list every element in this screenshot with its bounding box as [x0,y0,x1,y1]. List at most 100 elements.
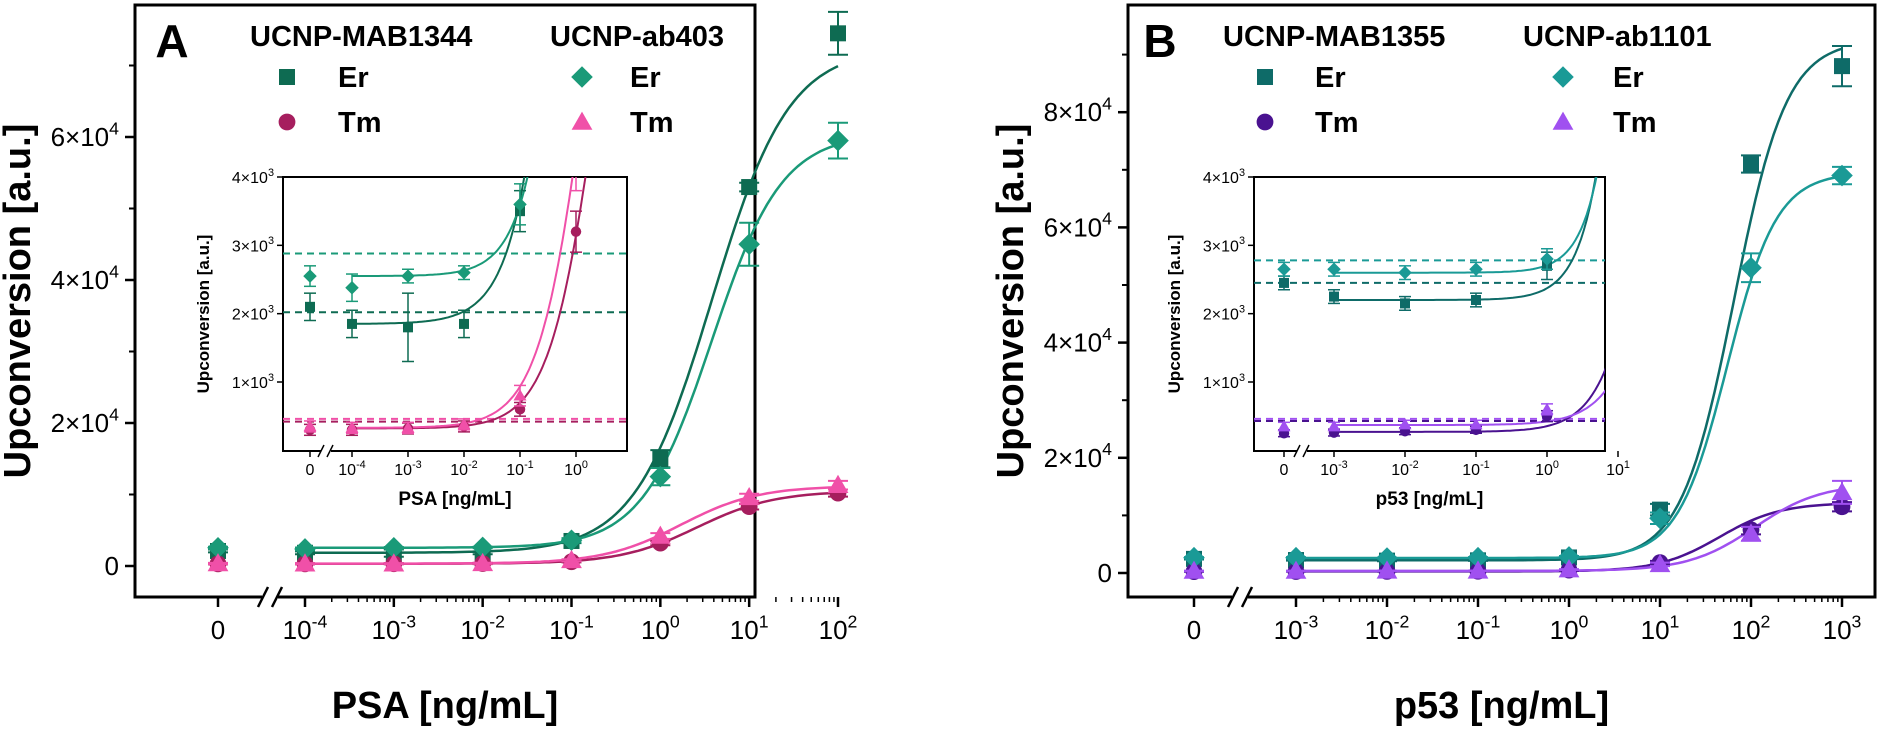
inset-x-tick-label-base: 10 [564,462,582,479]
y-axis-title: Upconversion [a.u.] [0,124,39,479]
legend-label: Er [338,62,369,94]
data-point [830,25,846,42]
x-tick-label-base: 10 [1732,615,1761,645]
inset-fit-curve [352,177,574,429]
inset-y-tick-label-base: 2×10 [1203,307,1239,324]
x-tick-label-base: 10 [1365,615,1394,645]
legend-label: Tm [338,107,382,139]
inset-data-point [345,421,359,433]
inset-x-tick-label-base: 10 [1462,462,1480,479]
legend-marker [279,69,295,85]
axis-break-mark [1226,586,1240,608]
inset-data-point [570,157,583,168]
legend-group-title: UCNP-MAB1344 [250,21,472,53]
inset-x-tick-label: 0 [306,462,315,479]
data-point [1831,481,1853,501]
inset-plot-area [1254,177,1605,439]
data-point [383,536,405,559]
data-point [827,129,849,152]
inset-x-tick-label-sup: -1 [524,459,534,471]
legend-marker [1552,66,1574,88]
y-tick-label-sup: 4 [1102,324,1112,344]
inset-x-tick-label: 10-1 [506,459,533,479]
x-tick-label-sup: -4 [312,611,328,631]
inset-x-tick-label-base: 0 [1280,462,1289,479]
x-tick-label-base: 10 [549,615,578,645]
inset-x-axis-title: PSA [ng/mL] [398,489,511,510]
x-tick-label-base: 10 [1456,615,1485,645]
legend-marker [1257,69,1273,85]
inset-y-tick-label: 1×103 [232,372,274,392]
inset-data-point [1277,419,1291,432]
x-tick-label-sup: -2 [1394,611,1410,631]
inset-x-tick-label: 0 [1280,462,1289,479]
x-tick-label: 10-1 [549,611,594,645]
inset-chart: 0 10-3 10-2 10-1 100 1011×1032×1033×1034×103p… [1165,167,1630,510]
inset-y-tick-label-sup: 3 [268,303,274,315]
x-tick-label-sup: -3 [400,611,416,631]
inset-break-mask [1297,443,1307,459]
inset-x-tick-label-sup: 0 [582,459,588,471]
x-axis-title: PSA [ng/mL] [332,685,559,727]
x-tick-label-base: 10 [1274,615,1303,645]
inset-x-tick-label-base: 10 [450,462,468,479]
inset-data-point [1469,262,1483,276]
inset-y-axis-title: Upconversion [a.u.] [194,235,213,394]
panel-label: B [1143,15,1176,67]
inset-data-point [570,226,582,237]
x-tick-label: 102 [819,611,858,645]
x-tick-label: 10-3 [372,611,417,645]
data-point [1285,560,1307,579]
inset-x-tick-label: 10-2 [450,459,477,479]
x-tick-label: 103 [1823,611,1862,645]
inset-fit-curve [1334,367,1605,433]
inset-chart: 0 10-4 10-3 10-2 10-1 1001×1032×1033×1034×103… [194,157,628,510]
inset-fit-curve [1334,177,1597,301]
inset-y-tick-label-base: 3×10 [1203,238,1239,255]
axis-break-mask [262,585,278,609]
inset-y-tick-label-base: 2×10 [232,307,268,324]
inset-y-tick-label: 3×103 [232,235,274,255]
y-tick-label-base: 4×10 [1044,328,1103,358]
x-axis-title: p53 [ng/mL] [1394,685,1609,727]
data-point [1558,546,1580,568]
inset-data-point [403,322,413,333]
legend-label: Tm [1613,107,1657,139]
panel-B: 0 10-3 10-2 10-1 100 101 102 10302×1044×1046×10… [990,3,1877,727]
inset-break-mark [326,444,334,458]
inset-data-point [1540,402,1554,415]
inset-y-tick-label-sup: 3 [1239,372,1245,384]
inset-x-tick-label: 101 [1606,459,1630,479]
x-tick-label-sup: 0 [670,611,680,631]
legend-label: Er [1315,62,1346,94]
inset-data-point [303,419,317,432]
inset-x-tick-label-base: 10 [1391,462,1409,479]
y-tick-label-base: 6×10 [51,122,110,152]
data-point [294,553,316,572]
data-point [1467,546,1489,569]
inset-data-point [345,280,359,295]
data-point [1376,547,1398,569]
inset-data-point [1279,277,1289,288]
x-tick-label-sup: -3 [1303,611,1319,631]
inset-data-point [1398,265,1412,280]
inset-break-mark [1293,444,1301,458]
data-point [560,529,583,552]
data-point [649,465,672,488]
data-point [1649,553,1671,573]
inset-y-tick-label: 4×103 [1203,167,1245,187]
data-point [1831,164,1853,187]
inset-x-tick-label-sup: -4 [356,459,366,471]
data-point [1834,58,1850,75]
axis-break-mask [1232,585,1248,609]
y-tick-label-sup: 4 [1102,439,1112,459]
x-tick-label-sup: -1 [578,611,594,631]
x-tick-label-base: 10 [819,615,848,645]
inset-x-tick-label: 10-4 [338,459,365,479]
inset-y-tick-label-base: 4×10 [232,170,268,187]
inset-x-axis-title: p53 [ng/mL] [1376,489,1484,510]
inset-y-tick-label-base: 1×10 [232,375,268,392]
inset-fit-curve [1334,389,1605,426]
inset-plot-area [283,157,627,437]
inset-frame [282,176,628,452]
